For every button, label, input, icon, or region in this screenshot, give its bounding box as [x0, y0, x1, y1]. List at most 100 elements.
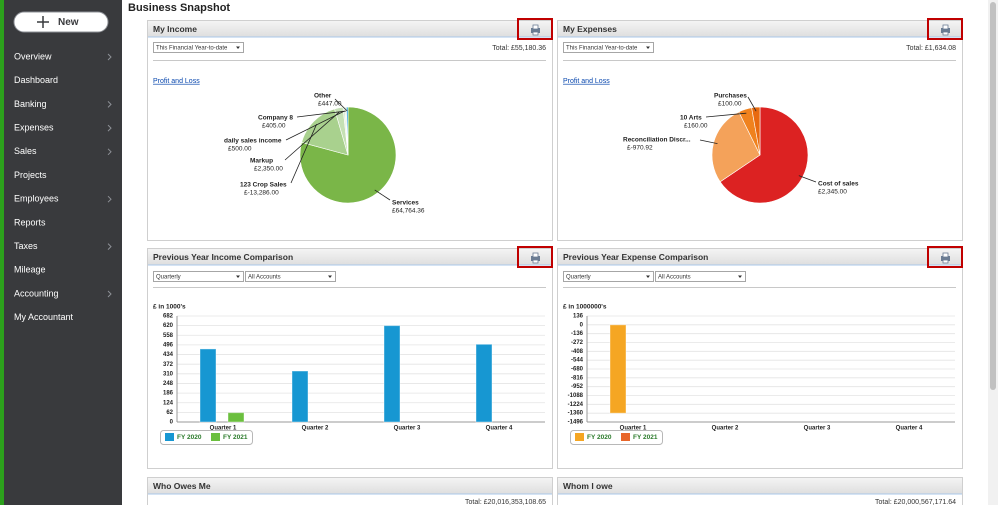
- leader-line: [705, 112, 747, 118]
- slice-label: Purchases: [714, 93, 747, 100]
- y-tick-label: 558: [163, 333, 174, 339]
- slice-label: 10 Arts: [680, 115, 702, 122]
- y-tick-label: -408: [571, 349, 584, 355]
- leader-line: [699, 139, 718, 145]
- menu-item[interactable]: Banking: [14, 99, 47, 109]
- chevron: [107, 53, 112, 61]
- print-icon[interactable]: [531, 28, 540, 33]
- slice-value: £64,764.36: [392, 208, 425, 215]
- sidebar: [0, 0, 122, 505]
- menu-item[interactable]: Employees: [14, 194, 59, 204]
- y-tick-label: 310: [163, 371, 174, 377]
- dropdown[interactable]: [563, 271, 654, 282]
- y-tick-label: -680: [571, 367, 584, 373]
- leader-line: [798, 175, 817, 183]
- y-tick-label: -816: [571, 375, 584, 381]
- print-icon-out: [942, 259, 949, 264]
- panel-header: [558, 478, 962, 494]
- panel-title: Whom I owe: [563, 481, 613, 491]
- menu-item[interactable]: Dashboard: [14, 75, 58, 85]
- total: Total: £20,016,353,108.65: [465, 499, 546, 505]
- slice-value: £500.00: [228, 146, 252, 153]
- dropdown-arrow: [236, 275, 240, 278]
- dropdown-arrow: [236, 46, 240, 49]
- pie-slice: [346, 106, 349, 156]
- panel-header: [148, 21, 552, 37]
- leader-line: [334, 98, 348, 112]
- dropdown[interactable]: [153, 42, 244, 53]
- leader-line: [747, 96, 757, 112]
- y-tick-label: -1224: [568, 402, 584, 408]
- slice-label: 123 Crop Sales: [240, 182, 287, 189]
- y-tick-label: 248: [163, 381, 174, 387]
- sidebar-accent: [0, 0, 4, 505]
- leader-line: [290, 124, 317, 184]
- leader-line: [296, 110, 346, 118]
- y-tick-label: 620: [163, 323, 174, 329]
- y-tick-label: -544: [571, 358, 584, 364]
- dropdown-arrow: [738, 275, 742, 278]
- legend-label: FY 2021: [223, 434, 248, 441]
- total: Total: £20,000,567,171.64: [875, 499, 956, 505]
- y-tick-label: 186: [163, 391, 174, 397]
- x-tick-label: Quarter 3: [394, 426, 421, 432]
- dropdown-label: Quarterly: [156, 275, 181, 281]
- print-icon[interactable]: [531, 256, 540, 261]
- pie-slice: [301, 108, 349, 156]
- menu-item[interactable]: Sales: [14, 146, 37, 156]
- y-tick-label: 62: [166, 410, 173, 416]
- new-button[interactable]: [13, 11, 109, 33]
- link[interactable]: Profit and Loss: [153, 78, 200, 85]
- dropdown-label: All Accounts: [248, 275, 281, 281]
- dropdown[interactable]: [153, 271, 244, 282]
- bar: [227, 412, 245, 423]
- menu-item[interactable]: Accounting: [14, 288, 59, 298]
- panel-header: [558, 249, 962, 265]
- leader-line: [374, 189, 391, 201]
- print-icon[interactable]: [941, 256, 950, 261]
- link[interactable]: Profit and Loss: [563, 78, 610, 85]
- print-icon-paper: [942, 24, 949, 30]
- dropdown-label: All Accounts: [658, 275, 691, 281]
- menu-item[interactable]: Taxes: [14, 241, 38, 251]
- slice-label: daily sales income: [224, 138, 282, 145]
- y-tick-label: 682: [163, 314, 174, 320]
- x-tick-label: Quarter 4: [896, 426, 923, 432]
- menu-item[interactable]: My Accountant: [14, 312, 74, 322]
- bar: [291, 370, 309, 423]
- y-tick-label: -272: [571, 340, 584, 346]
- slice-label: Services: [392, 200, 419, 207]
- x-tick-label: Quarter 4: [486, 426, 513, 432]
- y-tick-label: 0: [170, 420, 174, 426]
- menu-item[interactable]: Overview: [14, 51, 52, 61]
- chevron: [107, 195, 112, 203]
- bar: [609, 324, 627, 414]
- dropdown[interactable]: [563, 42, 654, 53]
- page-title: Business Snapshot: [128, 2, 230, 14]
- leader-line: [285, 110, 345, 141]
- panel-title: My Income: [153, 24, 197, 34]
- print-icon-paper: [532, 24, 539, 30]
- legend: [160, 430, 253, 445]
- menu-item[interactable]: Mileage: [14, 265, 46, 275]
- print-highlight: [927, 18, 963, 40]
- panel-title: Previous Year Expense Comparison: [563, 252, 708, 262]
- menu-item[interactable]: Expenses: [14, 122, 54, 132]
- dropdown-arrow: [646, 275, 650, 278]
- slice-value: £2,345.00: [818, 189, 847, 196]
- menu-item[interactable]: Reports: [14, 217, 46, 227]
- print-icon-paper: [942, 252, 949, 258]
- dropdown-label: This Financial Year-to-date: [156, 46, 228, 52]
- print-icon[interactable]: [941, 28, 950, 33]
- y-tick-label: 136: [573, 314, 584, 320]
- axis-title: £ in 1000's: [153, 304, 186, 311]
- dropdown[interactable]: [245, 271, 336, 282]
- dropdown[interactable]: [655, 271, 746, 282]
- x-tick-label: Quarter 2: [712, 426, 739, 432]
- legend-swatch: [575, 433, 584, 441]
- print-icon-out: [942, 31, 949, 36]
- legend-label: FY 2021: [633, 434, 658, 441]
- chevron: [107, 101, 112, 108]
- menu-item[interactable]: Projects: [14, 170, 47, 180]
- scrollbar-thumb[interactable]: [990, 2, 996, 390]
